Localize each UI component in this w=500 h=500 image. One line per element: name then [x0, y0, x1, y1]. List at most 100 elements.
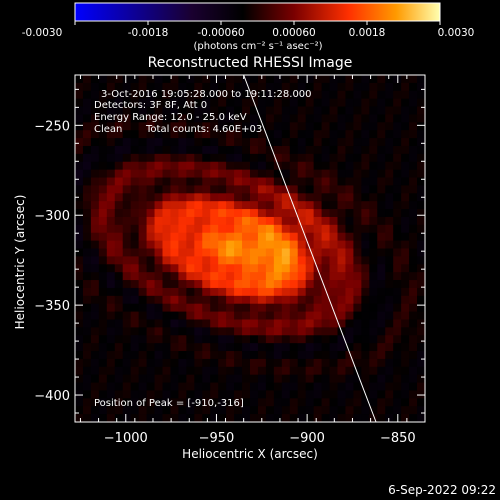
- heatmap-cell: [154, 264, 164, 273]
- heatmap-cell: [361, 193, 370, 202]
- heatmap-cell: [178, 232, 187, 242]
- heatmap-cell: [90, 390, 100, 399]
- heatmap-cell: [194, 209, 203, 218]
- heatmap-cell: [297, 232, 307, 242]
- heatmap-cell: [273, 295, 283, 305]
- heatmap-cell: [281, 106, 291, 116]
- heatmap-cell: [194, 398, 203, 407]
- heatmap-cell: [281, 153, 291, 163]
- heatmap-cell: [82, 366, 92, 376]
- heatmap-cell: [313, 295, 323, 305]
- heatmap-cell: [297, 343, 307, 352]
- heatmap-cell: [329, 335, 339, 344]
- heatmap-cell: [162, 75, 172, 84]
- heatmap-cell: [114, 319, 124, 328]
- heatmap-cell: [234, 351, 243, 360]
- heatmap-cell: [401, 114, 410, 123]
- heatmap-cell: [385, 240, 394, 250]
- heatmap-cell: [281, 224, 291, 234]
- heatmap-cell: [242, 224, 251, 234]
- heatmap-cell: [273, 319, 283, 328]
- heatmap-cell: [234, 169, 243, 179]
- heatmap-cell: [409, 98, 418, 108]
- heatmap-cell: [90, 145, 100, 155]
- heatmap-cell: [337, 311, 347, 321]
- heatmap-cell: [321, 295, 331, 305]
- heatmap-cell: [337, 232, 347, 242]
- heatmap-cell: [393, 264, 402, 273]
- heatmap-cell: [353, 216, 362, 226]
- heatmap-cell: [265, 335, 275, 344]
- heatmap-cell: [273, 335, 283, 344]
- heatmap-cell: [289, 106, 299, 116]
- heatmap-cell: [250, 145, 259, 155]
- heatmap-cell: [202, 390, 211, 399]
- heatmap-cell: [305, 138, 315, 147]
- heatmap-cell: [369, 295, 378, 305]
- heatmap-cell: [194, 177, 203, 187]
- heatmap-cell: [162, 351, 172, 360]
- heatmap-cell: [202, 98, 211, 108]
- heatmap-cell: [273, 177, 283, 187]
- heatmap-cell: [409, 256, 418, 265]
- heatmap-cell: [75, 280, 84, 289]
- heatmap-cell: [305, 351, 315, 360]
- heatmap-cell: [257, 335, 267, 344]
- heatmap-cell: [377, 169, 386, 179]
- heatmap-cell: [234, 153, 243, 163]
- heatmap-cell: [297, 303, 307, 313]
- heatmap-cell: [361, 272, 370, 281]
- heatmap-cell: [218, 272, 227, 281]
- heatmap-cell: [257, 358, 267, 368]
- heatmap-cell: [202, 319, 211, 328]
- heatmap-cell: [281, 287, 291, 297]
- heatmap-cell: [409, 177, 418, 187]
- heatmap-cell: [75, 366, 84, 376]
- heatmap-cell: [345, 201, 355, 210]
- heatmap-cell: [242, 138, 251, 147]
- heatmap-cell: [170, 201, 180, 210]
- heatmap-cell: [226, 406, 235, 415]
- heatmap-cell: [122, 145, 132, 155]
- heatmap-cell: [289, 98, 299, 108]
- heatmap-cell: [82, 358, 92, 368]
- heatmap-cell: [321, 138, 331, 147]
- heatmap-cell: [186, 209, 195, 218]
- heatmap-cell: [162, 335, 172, 344]
- heatmap-cell: [337, 256, 347, 265]
- heatmap-cell: [369, 82, 378, 92]
- heatmap-cell: [393, 311, 402, 321]
- heatmap-cell: [321, 201, 331, 210]
- heatmap-cell: [170, 114, 180, 123]
- heatmap-cell: [138, 366, 148, 376]
- heatmap-cell: [130, 319, 140, 328]
- heatmap-cell: [313, 382, 323, 392]
- heatmap-cell: [393, 335, 402, 344]
- heatmap-cell: [321, 248, 331, 257]
- heatmap-cell: [210, 193, 219, 202]
- heatmap-cell: [75, 343, 84, 352]
- heatmap-cell: [369, 303, 378, 313]
- heatmap-cell: [289, 327, 299, 336]
- heatmap-cell: [186, 327, 195, 336]
- heatmap-cell: [345, 303, 355, 313]
- heatmap-cell: [289, 169, 299, 179]
- heatmap-cell: [106, 114, 116, 123]
- heatmap-cell: [210, 311, 219, 321]
- heatmap-cell: [202, 358, 211, 368]
- heatmap-cell: [170, 161, 180, 171]
- heatmap-cell: [401, 311, 410, 321]
- heatmap-cell: [202, 311, 211, 321]
- heatmap-cell: [385, 138, 394, 147]
- heatmap-cell: [178, 114, 187, 123]
- heatmap-cell: [234, 287, 243, 297]
- heatmap-cell: [385, 82, 394, 92]
- heatmap-cell: [417, 185, 425, 194]
- heatmap-cell: [170, 358, 180, 368]
- colorbar-tick-label: 0.0018: [349, 27, 386, 39]
- heatmap-cell: [75, 106, 84, 116]
- heatmap-cell: [130, 232, 140, 242]
- heatmap-cell: [122, 177, 132, 187]
- heatmap-cell: [250, 106, 259, 116]
- heatmap-cell: [321, 358, 331, 368]
